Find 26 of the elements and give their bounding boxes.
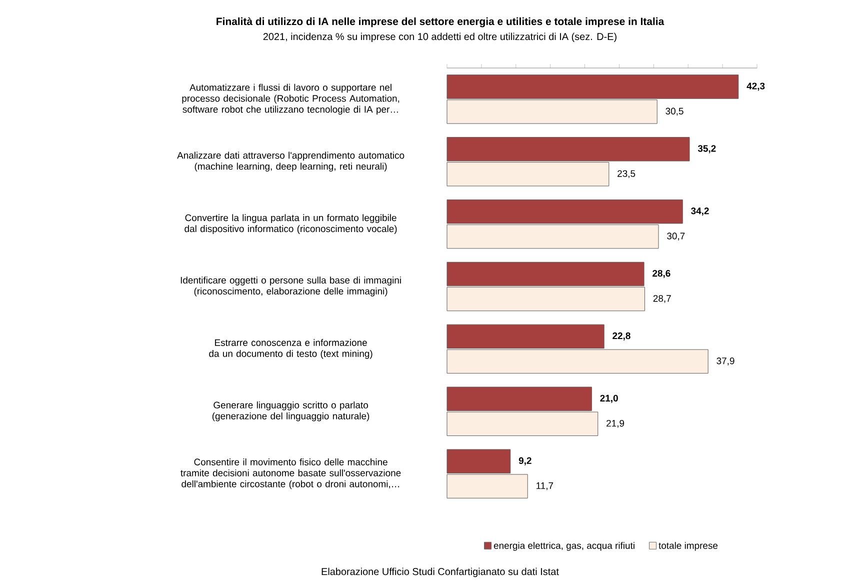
chart-subtitle: 2021, incidenza % su imprese con 10 addetti ed oltre utilizzatrici di IA (sez. D-E)	[263, 32, 616, 42]
data-label: 22,8	[612, 332, 630, 340]
data-label: 28,6	[652, 270, 670, 278]
text: Elaborazione Ufficio Studi Confartigianato su dati Istat	[322, 568, 559, 578]
data-label: 30,7	[667, 232, 685, 240]
data-label: 21,9	[606, 420, 624, 428]
data-label: 21,0	[600, 394, 618, 403]
y-tick-label: Generare linguaggio scritto o parlato (generazione del linguaggio naturale)	[212, 401, 370, 422]
data-label: 11,7	[536, 482, 554, 490]
data-label: 35,2	[698, 145, 716, 154]
data-label: 34,2	[691, 208, 709, 216]
chart-title: Finalità di utilizzo di IA nelle imprese del settore energia e utilities e totale imprese in Italia	[216, 17, 664, 28]
data-label: 28,7	[653, 295, 671, 303]
legend-label: energia elettrica, gas, acqua rifiuti	[494, 542, 634, 551]
y-tick-label: Identificare oggetti o persone sulla base di immagini (riconoscimento, elaborazione delle immagini)	[180, 276, 401, 296]
data-label: 37,9	[716, 358, 734, 366]
data-label: 42,3	[746, 82, 765, 91]
data-label: 23,5	[618, 170, 636, 178]
y-tick-label: Convertire la lingua parlata in un formato leggibile dal dispositivo informatico (riconoscimento vocale)	[184, 214, 397, 234]
legend-label: totale imprese	[658, 542, 718, 551]
y-tick-label: Automatizzare i flussi di lavoro o supportare nel processo decisionale (Robotic Process Automation, software robot che utilizzano tecnologie di IA per…	[182, 84, 400, 115]
data-label: 9,2	[518, 457, 532, 466]
y-tick-label: Consentire il movimento fisico delle macchine tramite decisioni autonome basate sull'osservazione dell'ambiente circostante (robot o droni autonomi,…	[180, 458, 401, 490]
y-tick-label: Analizzare dati attraverso l'apprendimento automatico (machine learning, deep learning, reti neurali)	[177, 152, 404, 172]
y-tick-label: Estrarre conoscenza e informazione da un documento di testo (text mining)	[209, 339, 372, 359]
data-label: 30,5	[666, 108, 684, 116]
